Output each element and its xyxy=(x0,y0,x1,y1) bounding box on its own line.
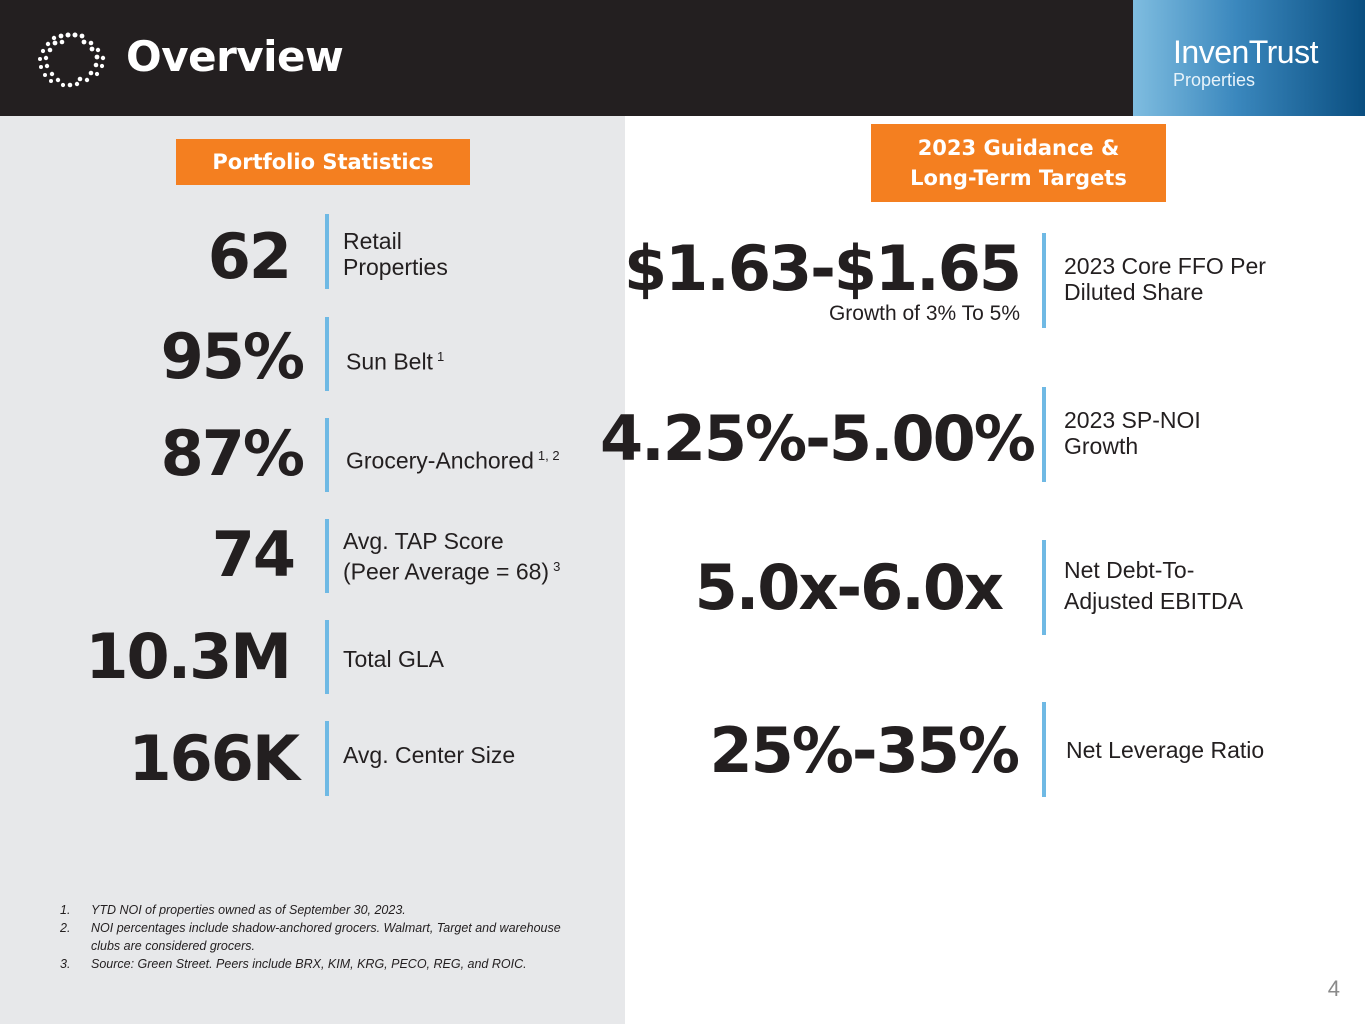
slide-header: Overview InvenTrust Properties xyxy=(0,0,1365,116)
guidance-label-line2: Diluted Share xyxy=(1064,279,1204,305)
footnote-text: NOI percentages include shadow-anchored … xyxy=(91,921,561,953)
stat-divider xyxy=(325,418,329,492)
guidance-label-net-leverage: Net Leverage Ratio xyxy=(1066,737,1265,763)
stat-label-center-size: Avg. Center Size xyxy=(343,742,516,768)
page-title: Overview xyxy=(126,32,344,81)
guidance-label-sp-noi: 2023 SP-NOI Growth xyxy=(1064,407,1201,459)
guidance-label-line2: Growth xyxy=(1064,433,1139,459)
stat-divider xyxy=(325,721,329,796)
footnote-number: 2. xyxy=(60,921,71,935)
stat-label-total-gla: Total GLA xyxy=(343,646,444,672)
footnote-item: 3. Source: Green Street. Peers include B… xyxy=(60,955,580,973)
guidance-title-line2: Long-Term Targets xyxy=(910,166,1127,190)
guidance-label-net-debt: Net Debt-To- Adjusted EBITDA xyxy=(1064,555,1243,617)
guidance-value-core-ffo: $1.63-$1.65 xyxy=(624,232,1022,305)
stat-label-line1: Avg. TAP Score xyxy=(343,528,504,554)
stat-divider xyxy=(325,317,329,391)
stat-label-grocery-anchored: Grocery-Anchored 1, 2 xyxy=(346,443,560,474)
footnote-item: 2. NOI percentages include shadow-anchor… xyxy=(60,919,580,955)
guidance-divider xyxy=(1042,233,1046,328)
stat-label-retail-properties: Retail Properties xyxy=(343,228,448,280)
stat-value-grocery-anchored: 87% xyxy=(160,417,305,490)
footnote-ref: 1 xyxy=(436,349,445,364)
footnote-text: Source: Green Street. Peers include BRX,… xyxy=(91,957,527,971)
guidance-divider xyxy=(1042,702,1046,797)
guidance-subtext-core-ffo: Growth of 3% To 5% xyxy=(828,302,1020,325)
stat-divider xyxy=(325,214,329,289)
brand-logo: InvenTrust Properties xyxy=(1133,0,1365,116)
guidance-value-sp-noi: 4.25%-5.00% xyxy=(600,402,1036,475)
guidance-label-line1: Net Debt-To- xyxy=(1064,557,1195,583)
guidance-label-line1: 2023 Core FFO Per xyxy=(1064,253,1266,279)
stat-label-line1: Retail xyxy=(343,228,402,254)
stat-value-sun-belt: 95% xyxy=(160,320,305,393)
guidance-title-line1: 2023 Guidance & xyxy=(917,136,1120,160)
brand-name: InvenTrust xyxy=(1173,34,1318,70)
brand-sub: Properties xyxy=(1173,70,1256,90)
stat-value-tap-score: 74 xyxy=(211,518,296,591)
guidance-title: 2023 Guidance & Long-Term Targets xyxy=(871,124,1166,202)
footnote-ref: 1, 2 xyxy=(537,448,560,463)
inventrust-globe-icon xyxy=(38,32,106,88)
stat-value-total-gla: 10.3M xyxy=(85,620,292,693)
guidance-value-net-leverage: 25%-35% xyxy=(709,714,1020,787)
stat-label-line2: (Peer Average = 68) xyxy=(343,558,550,585)
stat-value-retail-properties: 62 xyxy=(207,220,292,293)
guidance-label-core-ffo: 2023 Core FFO Per Diluted Share xyxy=(1064,253,1266,305)
stat-label-line2: Properties xyxy=(343,254,448,280)
portfolio-statistics-title: Portfolio Statistics xyxy=(176,139,470,185)
guidance-divider xyxy=(1042,387,1046,482)
guidance-divider xyxy=(1042,540,1046,635)
stat-label-sun-belt: Sun Belt 1 xyxy=(346,344,444,375)
footnotes: 1. YTD NOI of properties owned as of Sep… xyxy=(60,901,580,973)
stat-value-center-size: 166K xyxy=(128,722,300,795)
footnote-ref: 3 xyxy=(553,559,561,574)
stat-label-text: Grocery-Anchored xyxy=(346,447,534,474)
stat-label-tap-score: Avg. TAP Score (Peer Average = 68) 3 xyxy=(343,528,560,585)
stat-label-text: Sun Belt xyxy=(346,348,433,375)
page-number: 4 xyxy=(1327,976,1340,1001)
guidance-label-line2: Adjusted EBITDA xyxy=(1064,588,1243,614)
stat-divider xyxy=(325,620,329,694)
portfolio-panel xyxy=(0,116,625,1024)
footnote-number: 3. xyxy=(60,957,71,971)
footnote-item: 1. YTD NOI of properties owned as of Sep… xyxy=(60,901,580,919)
stat-divider xyxy=(325,519,329,593)
guidance-label-line1: 2023 SP-NOI xyxy=(1064,407,1201,433)
footnote-number: 1. xyxy=(60,903,71,917)
guidance-value-net-debt: 5.0x-6.0x xyxy=(694,551,1004,624)
footnote-text: YTD NOI of properties owned as of Septem… xyxy=(91,903,406,917)
